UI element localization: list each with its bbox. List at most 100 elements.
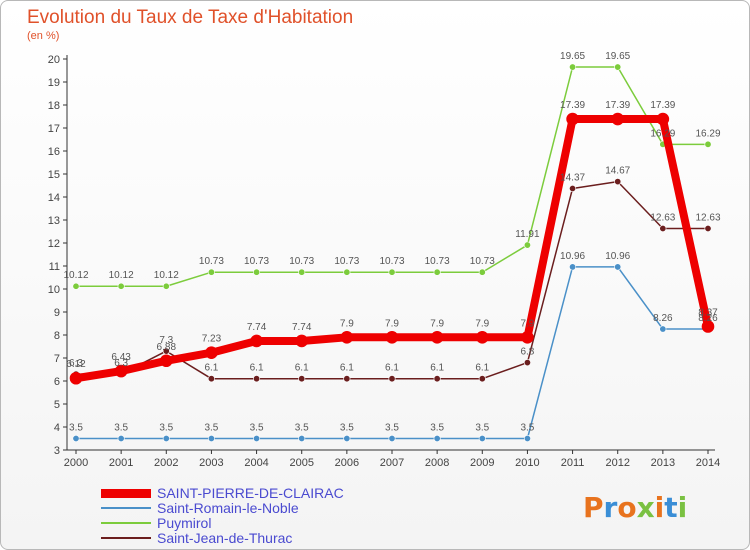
data-point — [614, 263, 622, 271]
x-tick-label: 2011 — [561, 457, 585, 469]
data-point — [343, 375, 351, 383]
data-point — [117, 434, 125, 442]
legend-swatch — [101, 522, 151, 524]
data-label: 17.39 — [650, 100, 675, 111]
logo-letter: x — [636, 491, 655, 524]
series-1 — [72, 263, 712, 442]
data-label: 7.23 — [202, 334, 222, 345]
x-tick-label: 2004 — [244, 457, 268, 469]
data-label: 7.74 — [292, 322, 312, 333]
series-0 — [69, 112, 715, 385]
data-point — [523, 359, 531, 367]
data-point — [478, 375, 486, 383]
data-point — [207, 268, 215, 276]
data-label: 6.3 — [114, 358, 128, 369]
legend-label: Puymirol — [157, 515, 212, 531]
data-point — [433, 268, 441, 276]
data-point — [253, 268, 261, 276]
legend-item: Saint-Romain-le-Noble — [101, 500, 461, 516]
data-label: 8.26 — [698, 313, 718, 324]
data-label: 10.12 — [109, 270, 134, 281]
chart-title: Evolution du Taux de Taxe d'Habitation — [27, 7, 354, 28]
data-point — [521, 330, 534, 344]
data-point — [162, 282, 170, 290]
legend-swatch — [101, 537, 151, 539]
data-point — [117, 282, 125, 290]
data-point — [253, 375, 261, 383]
data-point — [388, 375, 396, 383]
data-label: 3.5 — [250, 423, 264, 434]
y-tick-label: 6 — [54, 376, 60, 388]
data-point — [388, 434, 396, 442]
data-label: 19.65 — [605, 51, 630, 62]
data-label: 6.1 — [475, 363, 489, 374]
x-tick-label: 2010 — [515, 457, 539, 469]
logo-letter: r — [603, 491, 618, 524]
data-label: 3.5 — [159, 423, 173, 434]
data-label: 12.63 — [650, 213, 675, 224]
data-label: 10.96 — [560, 251, 585, 262]
logo-letter: o — [617, 491, 637, 524]
y-tick-label: 17 — [48, 123, 60, 135]
y-tick-label: 4 — [54, 422, 60, 434]
data-label: 6.88 — [157, 342, 177, 353]
data-label: 19.65 — [560, 51, 585, 62]
data-point — [523, 241, 531, 249]
logo-letter: t — [664, 491, 678, 524]
data-label: 6.12 — [66, 359, 86, 370]
data-point — [343, 268, 351, 276]
data-point — [250, 334, 263, 348]
data-label: 3.5 — [114, 423, 128, 434]
x-tick-label: 2003 — [199, 457, 223, 469]
data-point — [205, 346, 218, 360]
series-2 — [72, 63, 712, 290]
x-tick-label: 2009 — [470, 457, 494, 469]
y-tick-label: 9 — [54, 307, 60, 319]
data-label: 16.29 — [650, 128, 675, 139]
axes: 3 4 5 6 7 8 9 10 11 12 13 14 15 16 17 18 19 20 2000 2001 200… — [48, 54, 720, 469]
data-label: 10.73 — [425, 256, 450, 267]
data-label: 6.1 — [340, 363, 354, 374]
x-tick-label: 2000 — [64, 457, 88, 469]
data-label: 7.9 — [385, 318, 399, 329]
legend-item: Puymirol — [101, 515, 461, 531]
data-point — [478, 434, 486, 442]
data-label: 6.1 — [250, 363, 264, 374]
legend-swatch — [101, 489, 151, 498]
x-tick-label: 2001 — [109, 457, 133, 469]
series-lines — [69, 63, 715, 442]
data-point — [659, 225, 667, 233]
x-tick-label: 2007 — [380, 457, 404, 469]
logo-letter: P — [583, 491, 604, 524]
data-point — [385, 330, 399, 344]
data-label: 3.5 — [204, 423, 218, 434]
data-label: 10.73 — [289, 256, 314, 267]
data-label: 17.39 — [605, 100, 630, 111]
value-labels: 6.12 6.43 6.88 7.23 7.74 7.74 7.9 7.9 7.9 7.9 7.9 1… — [63, 51, 720, 433]
data-label: 7.9 — [340, 318, 354, 329]
x-tick-label: 2012 — [605, 457, 629, 469]
data-point — [207, 434, 215, 442]
logo-letter: i — [654, 491, 665, 524]
y-tick-label: 7 — [54, 353, 60, 365]
data-point — [523, 434, 531, 442]
x-tick-label: 2006 — [335, 457, 359, 469]
data-point — [114, 364, 128, 378]
data-label: 6.1 — [385, 363, 399, 374]
data-label: 3.5 — [475, 423, 489, 434]
data-point — [298, 268, 306, 276]
data-point — [343, 434, 351, 442]
legend-label: Saint-Jean-de-Thurac — [157, 530, 293, 546]
data-label: 12.63 — [695, 213, 720, 224]
data-label: 10.73 — [379, 256, 404, 267]
data-label: 7.3 — [159, 335, 173, 346]
y-tick-label: 10 — [48, 284, 60, 296]
data-label: 3.5 — [430, 423, 444, 434]
data-point — [72, 282, 80, 290]
data-label: 10.73 — [199, 256, 224, 267]
data-point — [72, 434, 80, 442]
data-label: 8.26 — [653, 313, 673, 324]
data-label: 14.67 — [605, 166, 630, 177]
data-point — [433, 375, 441, 383]
